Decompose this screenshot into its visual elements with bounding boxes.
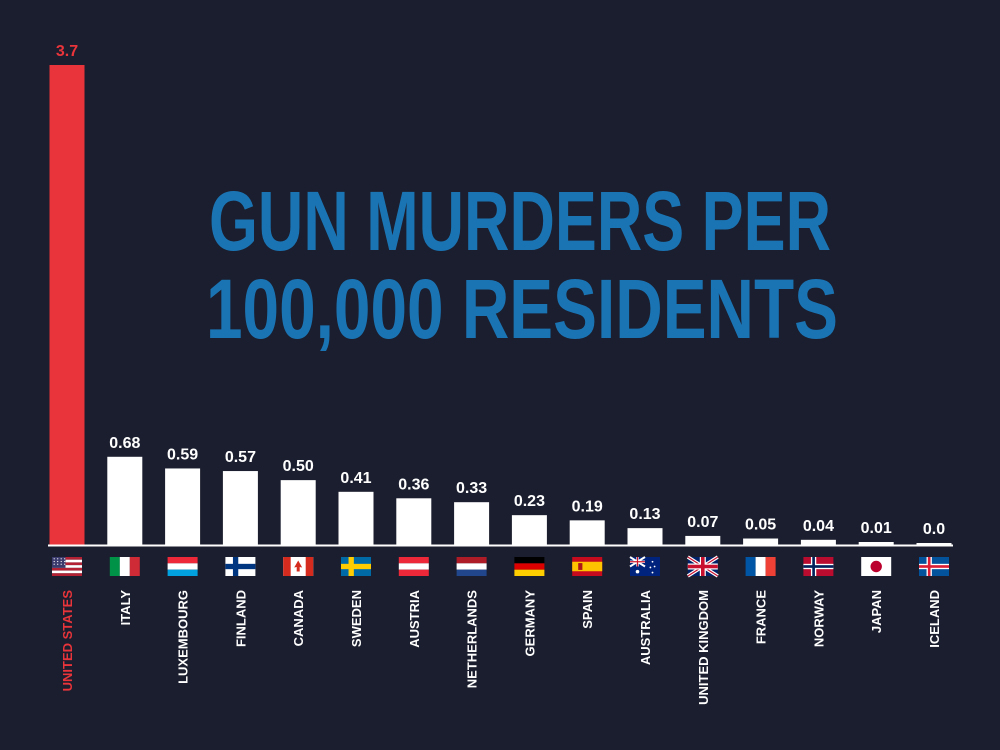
france-flag-icon (745, 557, 776, 576)
value-label-canada: 0.50 (283, 458, 314, 475)
us-flag-icon (52, 557, 82, 576)
value-label-japan: 0.01 (861, 520, 892, 537)
category-labels-layer: UNITED STATES ITALY LUXEMBOURG FINLAND CANAD… (60, 589, 942, 704)
category-label-australia: AUSTRALIA (638, 589, 653, 665)
bar-spain (569, 520, 605, 545)
bar-germany (511, 515, 547, 545)
category-label-luxembourg: LUXEMBOURG (176, 590, 191, 684)
category-label-canada: CANADA (291, 589, 306, 646)
value-label-sweden: 0.41 (340, 470, 371, 487)
value-label-italy: 0.68 (109, 435, 140, 452)
austria-flag-icon (398, 557, 429, 576)
uk-flag-icon (686, 555, 719, 578)
value-label-finland: 0.57 (225, 449, 256, 466)
category-label-united-states: UNITED STATES (60, 590, 75, 692)
category-label-italy: ITALY (118, 590, 133, 626)
bar-japan (858, 542, 894, 545)
italy-flag-icon (109, 557, 140, 576)
chart-title-line-2: 100,000 RESIDENTS (206, 262, 838, 356)
value-label-germany: 0.23 (514, 493, 545, 510)
bar-france (743, 538, 779, 545)
flags-layer (52, 555, 949, 578)
value-label-united-kingdom: 0.07 (687, 514, 718, 531)
bar-united-states (49, 65, 85, 545)
bar-sweden (338, 491, 374, 545)
bar-australia (627, 528, 663, 545)
category-label-sweden: SWEDEN (349, 590, 364, 647)
category-label-france: FRANCE (754, 590, 769, 644)
bar-iceland (916, 543, 952, 545)
value-label-united-states: 3.7 (56, 43, 78, 60)
germany-flag-icon (514, 557, 545, 576)
chart-title-line-1: GUN MURDERS PER (209, 174, 831, 268)
labels-layer: 3.7 0.68 0.59 0.57 0.50 0.41 0.36 0.33 0.23 0.19 0… (56, 43, 945, 538)
bar-united-kingdom (685, 535, 721, 545)
value-label-austria: 0.36 (398, 476, 429, 493)
iceland-flag-icon (919, 557, 949, 576)
category-label-norway: NORWAY (811, 590, 826, 647)
value-label-norway: 0.04 (803, 518, 834, 535)
bars-layer (49, 65, 952, 545)
bar-austria (396, 498, 432, 545)
category-label-united-kingdom: UNITED KINGDOM (696, 590, 711, 705)
category-label-japan: JAPAN (869, 590, 884, 633)
canada-flag-icon (283, 557, 314, 576)
norway-flag-icon (803, 557, 834, 576)
value-label-spain: 0.19 (572, 498, 603, 515)
category-label-iceland: ICELAND (927, 590, 942, 648)
bar-norway (800, 539, 836, 545)
category-label-finland: FINLAND (233, 590, 248, 647)
bar-italy (107, 456, 143, 545)
value-label-france: 0.05 (745, 517, 776, 534)
category-label-netherlands: NETHERLANDS (465, 590, 480, 689)
spain-flag-icon (572, 557, 603, 576)
netherlands-flag-icon (456, 557, 487, 576)
luxembourg-flag-icon (167, 557, 198, 576)
bar-netherlands (454, 502, 490, 545)
japan-flag-icon (861, 557, 892, 576)
bar-luxembourg (165, 468, 201, 545)
value-label-netherlands: 0.33 (456, 480, 487, 497)
sweden-flag-icon (341, 557, 371, 576)
value-label-luxembourg: 0.59 (167, 446, 198, 463)
value-label-australia: 0.13 (629, 506, 660, 523)
bar-canada (280, 480, 316, 545)
category-label-austria: AUSTRIA (407, 589, 422, 647)
category-label-germany: GERMANY (522, 590, 537, 657)
finland-flag-icon (225, 557, 256, 576)
australia-flag-icon (629, 556, 660, 576)
category-label-spain: SPAIN (580, 590, 595, 629)
bar-finland (222, 471, 258, 545)
value-label-iceland: 0.0 (923, 521, 945, 538)
